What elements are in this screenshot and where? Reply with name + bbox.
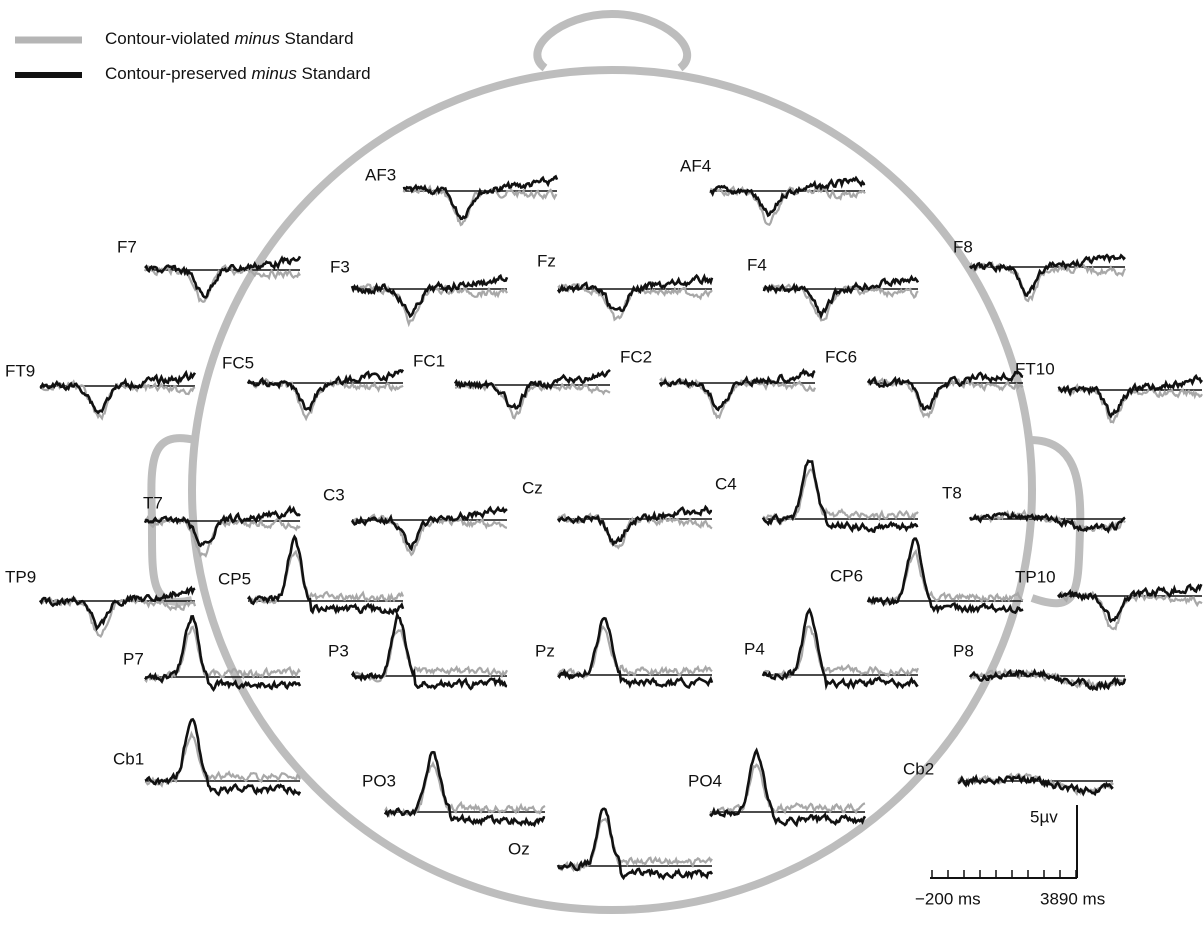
head-outline (151, 14, 1080, 910)
preserved-trace (385, 752, 545, 825)
scalp (192, 70, 1032, 910)
electrode-label: AF3 (365, 165, 396, 184)
electrode-label: F3 (330, 257, 350, 276)
electrode-label: F8 (953, 237, 973, 256)
violated-trace (385, 764, 545, 816)
preserved-trace (763, 461, 918, 532)
electrode-label: C4 (715, 474, 737, 493)
legend-label: Contour-preserved minus Standard (105, 64, 371, 83)
preserved-trace (660, 371, 815, 410)
violated-trace (145, 266, 300, 302)
electrode-label: TP10 (1015, 567, 1056, 586)
electrode-label: P4 (744, 639, 765, 658)
violated-trace (868, 551, 1023, 604)
legend-label: Contour-violated minus Standard (105, 29, 354, 48)
preserved-trace (868, 372, 1023, 409)
nose (537, 14, 687, 68)
electrode-label: F7 (117, 237, 137, 256)
page: {"legend": [ {"pre": "Contour-violated "… (0, 0, 1204, 932)
legend: Contour-violated minus Standard Contour-… (15, 29, 371, 83)
preserved-trace (558, 618, 712, 687)
scale-amplitude: 5µv (1030, 807, 1058, 826)
electrode-label: PO4 (688, 771, 722, 790)
preserved-trace (1058, 376, 1202, 416)
preserved-trace (352, 615, 507, 689)
electrode-label: FC5 (222, 353, 254, 372)
preserved-trace (558, 507, 712, 544)
violated-trace (763, 470, 918, 523)
preserved-trace (970, 255, 1125, 295)
electrode-label: T7 (143, 493, 163, 512)
electrode-label: Cb2 (903, 759, 934, 778)
electrode-label: PO3 (362, 771, 396, 790)
electrode-label: Fz (537, 251, 556, 270)
traces: AF3 AF4 F7 F3 Fz F4 F8 FT9 FC5 FC1 FC2 FC6 FT10 T7 C3 C… (5, 156, 1202, 878)
electrode-label: P7 (123, 649, 144, 668)
scale-end: 3890 ms (1040, 889, 1105, 908)
electrode-label: CP6 (830, 566, 863, 585)
preserved-trace (40, 373, 195, 413)
violated-trace (660, 379, 815, 417)
electrode-label: Oz (508, 839, 530, 858)
electrode-label: AF4 (680, 156, 711, 175)
preserved-trace (352, 508, 507, 549)
electrode-label: Cb1 (113, 749, 144, 768)
electrode-label: FT10 (1015, 359, 1055, 378)
electrode-label: FC6 (825, 347, 857, 366)
electrode-label: P3 (328, 641, 349, 660)
electrode-label: C3 (323, 485, 345, 504)
preserved-trace (710, 750, 865, 825)
electrode-label: TP9 (5, 567, 36, 586)
electrode-label: FC1 (413, 351, 445, 370)
preserved-trace (763, 277, 918, 316)
preserved-trace (145, 719, 300, 794)
electrode-label: P8 (953, 641, 974, 660)
violated-trace (763, 627, 918, 678)
preserved-trace (1058, 585, 1202, 621)
electrode-label: F4 (747, 255, 767, 274)
electrode-label: CP5 (218, 569, 251, 588)
preserved-trace (352, 276, 507, 316)
erp-figure: Contour-violated minus Standard Contour-… (0, 0, 1204, 932)
scale-bar: 5µv −200 ms 3890 ms (915, 805, 1105, 908)
electrode-label: FC2 (620, 347, 652, 366)
violated-trace (558, 627, 712, 678)
electrode-label: Cz (522, 478, 543, 497)
scale-start: −200 ms (915, 889, 981, 908)
electrode-label: T8 (942, 483, 962, 502)
violated-trace (710, 765, 865, 814)
violated-trace (145, 518, 300, 556)
electrode-label: FT9 (5, 361, 35, 380)
electrode-label: Pz (535, 641, 555, 660)
preserved-trace (145, 508, 300, 546)
